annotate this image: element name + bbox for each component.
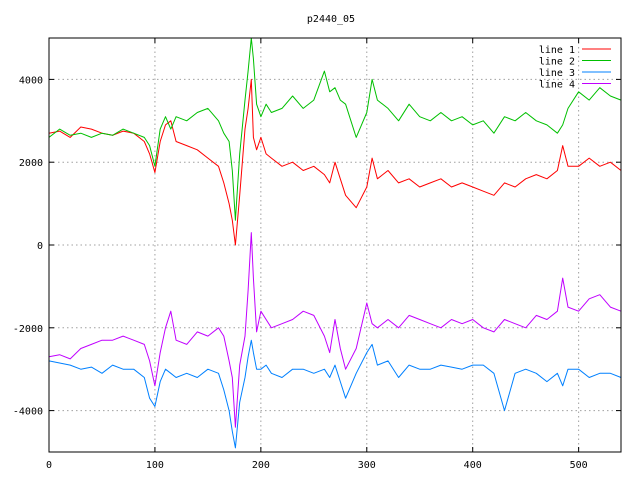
x-tick-label: 100 <box>146 460 164 471</box>
plot-area <box>48 37 622 453</box>
y-tick-label: -2000 <box>13 324 43 335</box>
series-group <box>48 37 622 449</box>
x-tick-label: 300 <box>358 460 376 471</box>
y-tick-label: 4000 <box>19 75 43 86</box>
x-tick-label: 400 <box>464 460 482 471</box>
series-line-1 <box>48 78 622 246</box>
series-line-3 <box>48 339 622 449</box>
y-tick-label: -4000 <box>13 407 43 418</box>
legend-label-4: line 4 <box>539 80 575 91</box>
grid <box>49 38 621 452</box>
series-line-4 <box>48 232 622 428</box>
series-line-2 <box>48 37 622 221</box>
legend-label-3: line 3 <box>539 68 575 79</box>
legend-label-2: line 2 <box>539 57 575 68</box>
chart-title: p2440_05 <box>307 14 355 25</box>
tick-labels: 0 100 200 300 400 500 -4000 -2000 0 2000 4000 <box>13 75 588 471</box>
x-tick-label: 0 <box>46 460 52 471</box>
legend-label-1: line 1 <box>539 45 575 56</box>
y-tick-label: 0 <box>37 241 43 252</box>
x-tick-label: 500 <box>570 460 588 471</box>
x-tick-label: 200 <box>252 460 270 471</box>
y-tick-label: 2000 <box>19 158 43 169</box>
